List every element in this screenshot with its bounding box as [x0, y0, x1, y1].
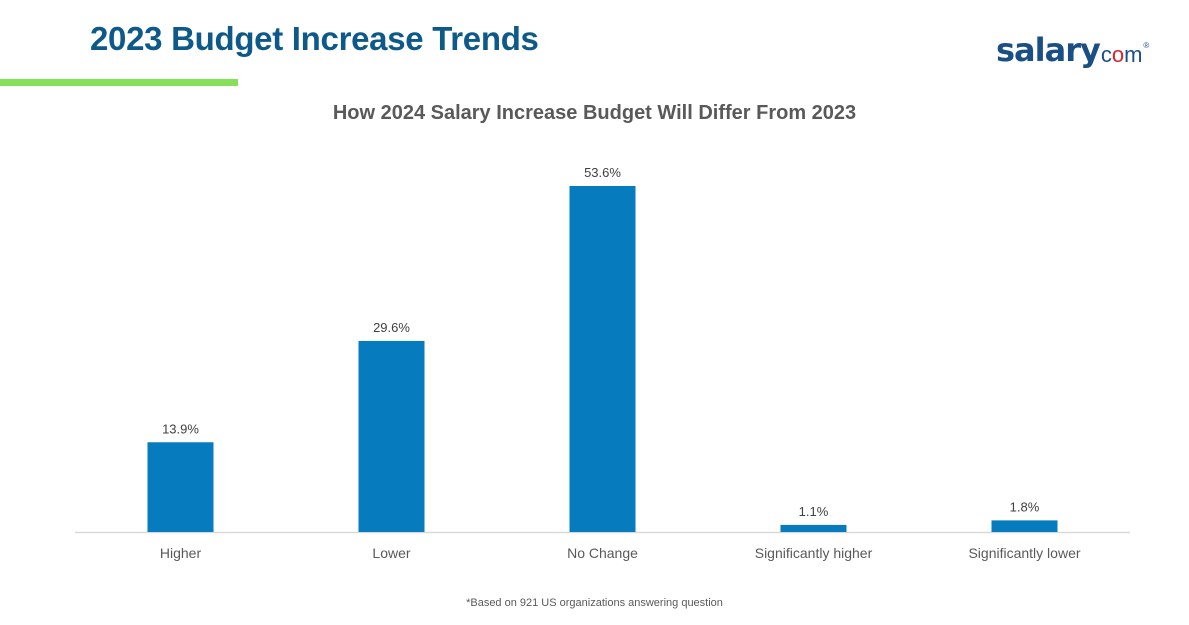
chart-title: How 2024 Salary Increase Budget Will Dif… — [332, 102, 857, 124]
logo-dotcom: com — [1101, 44, 1143, 66]
x-tick-label: Significantly lower — [968, 545, 1080, 561]
accent-divider — [0, 79, 238, 86]
x-tick-label: No Change — [567, 545, 638, 561]
data-label: 1.8% — [1010, 499, 1040, 514]
page-title: 2023 Budget Increase Trends — [90, 20, 539, 57]
logo-red-dot: o — [1111, 42, 1125, 67]
registered-mark: ® — [1143, 41, 1150, 50]
salary-com-logo: salary com ® — [996, 26, 1149, 66]
x-tick-label: Higher — [160, 545, 202, 561]
data-label: 13.9% — [162, 421, 199, 436]
bar-higher — [147, 442, 214, 532]
bar-no-change — [569, 186, 636, 532]
footnote: *Based on 921 US organizations answering… — [466, 597, 723, 609]
logo-m: m — [1124, 42, 1143, 67]
logo-c: c — [1100, 42, 1112, 67]
data-label: 1.1% — [799, 504, 829, 519]
x-tick-label: Lower — [372, 545, 410, 561]
x-tick-label: Significantly higher — [755, 545, 873, 561]
logo-wordmark: salary — [996, 31, 1101, 69]
data-label: 29.6% — [373, 320, 410, 335]
bar-significantly-higher — [780, 524, 847, 532]
bar-lower — [358, 340, 425, 532]
data-label: 53.6% — [584, 165, 621, 180]
bar-significantly-lower — [991, 520, 1058, 532]
